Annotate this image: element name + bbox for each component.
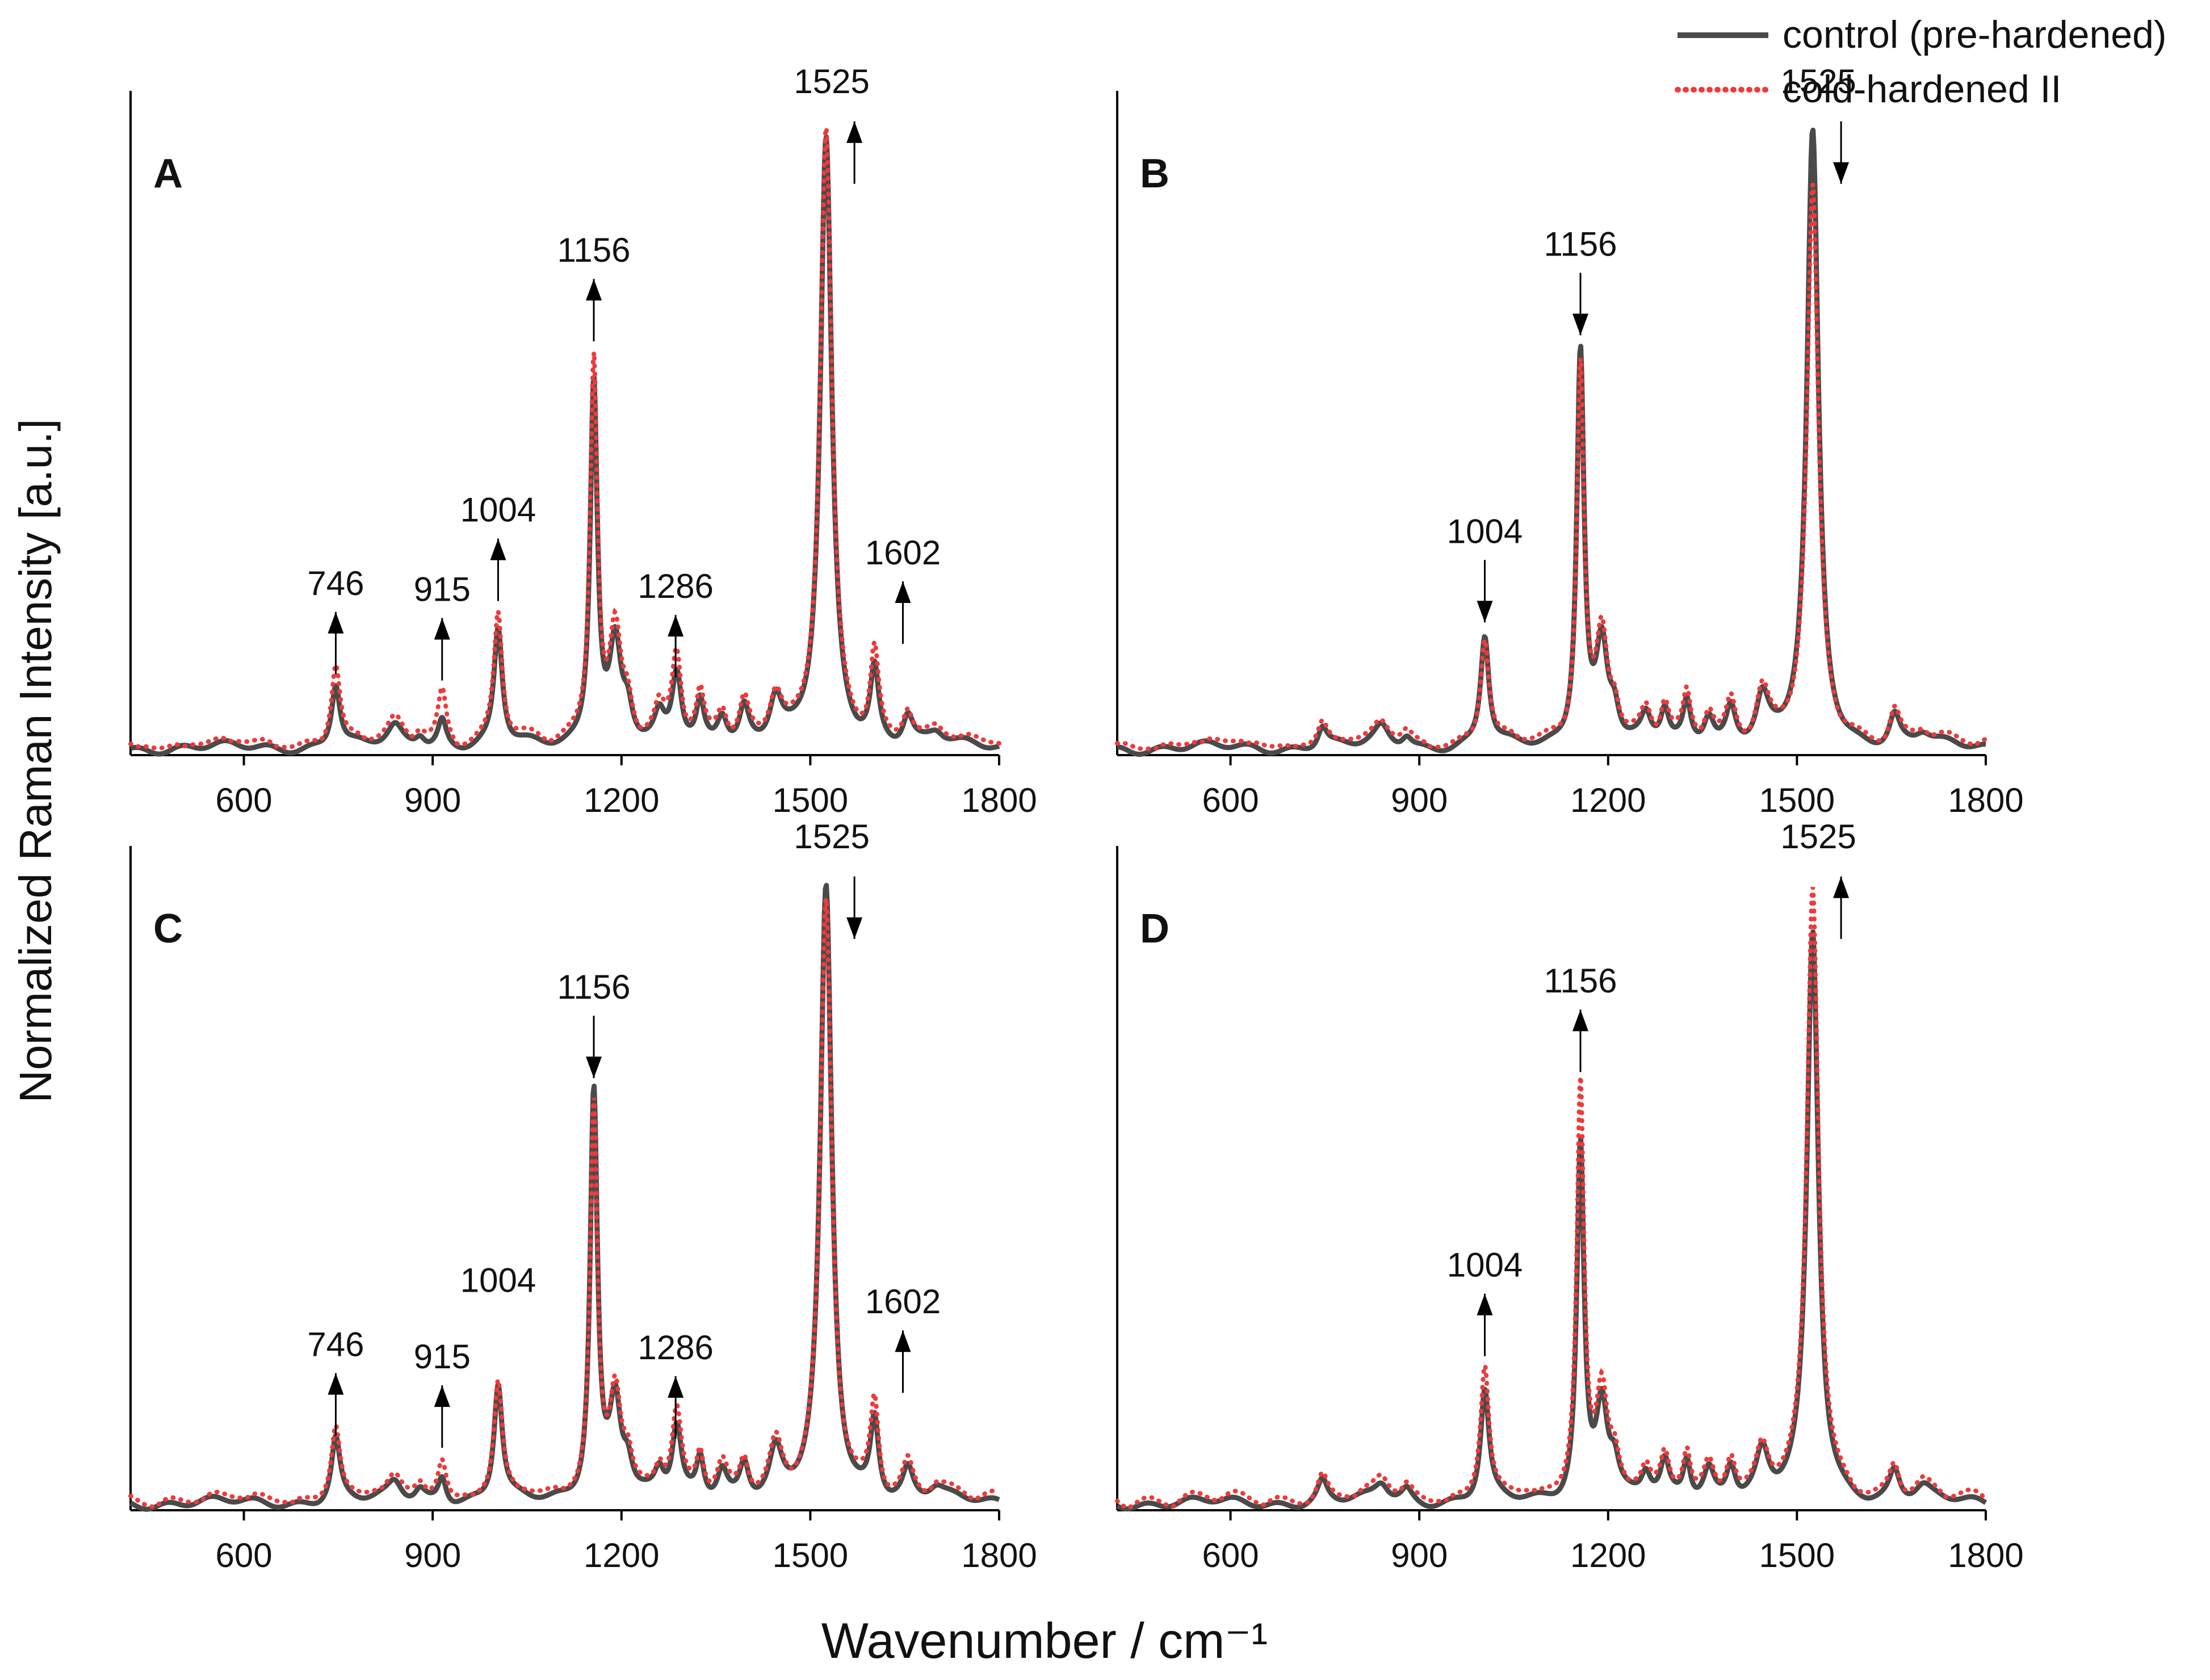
peak-label: 1004 (1447, 512, 1523, 550)
panel-letter: C (153, 906, 183, 952)
x-tick-label: 1200 (1570, 781, 1646, 819)
trend-arrow-head-down (846, 917, 863, 939)
peak-label: 915 (414, 1338, 471, 1376)
x-tick-label: 1800 (1948, 781, 2023, 819)
series-cold-line (1115, 886, 1988, 1511)
series-control-line (1116, 127, 1987, 757)
peak-label: 1004 (1447, 1246, 1523, 1284)
peak-label: 1004 (460, 491, 536, 529)
peak-label: 746 (307, 1326, 364, 1364)
legend-control-label: control (pre-hardened) (1783, 13, 2167, 56)
peak-label: 1525 (1780, 62, 1856, 100)
trend-arrow-head-down (1477, 601, 1493, 623)
x-tick-label: 900 (404, 781, 461, 819)
series-control-line (129, 135, 1001, 757)
x-tick-label: 1200 (584, 1536, 659, 1574)
x-tick-label: 600 (216, 781, 272, 819)
trend-arrow-head-up (328, 1373, 344, 1395)
peak-label: 1525 (1780, 818, 1856, 856)
trend-arrow-head-up (1833, 876, 1850, 898)
trend-arrow-head-up (668, 615, 684, 637)
panel-b: B 600 900 1200 1500 1800 1004 1156 1525 (1115, 62, 2024, 819)
legend-cold-label: cold-hardened II (1783, 68, 2061, 111)
trend-arrow-head-up (434, 1385, 450, 1407)
peak-label: 1525 (794, 62, 869, 100)
panel-letter: D (1140, 906, 1169, 952)
x-tick-label: 900 (1391, 1536, 1448, 1574)
trend-arrow-head-up (1477, 1293, 1493, 1315)
panel-c: C 600 900 1200 1500 1800 746 915 1004 1156 1286 152… (128, 818, 1037, 1574)
trend-arrow-head-up (490, 538, 506, 560)
trend-arrow-head-up (846, 121, 863, 143)
peak-label: 1004 (460, 1262, 536, 1300)
x-tick-label: 900 (404, 1536, 461, 1574)
trend-arrow-head-up (895, 1330, 911, 1352)
x-tick-label: 1200 (1570, 1536, 1646, 1574)
trend-arrow-head-up (586, 279, 602, 301)
x-tick-label: 1500 (1759, 1536, 1835, 1574)
legend: control (pre-hardened) cold-hardened II (1675, 13, 2167, 111)
trend-arrow-head-up (895, 581, 911, 603)
x-tick-label: 600 (1202, 781, 1259, 819)
series-control-line (1116, 929, 1987, 1512)
x-tick-label: 1500 (1759, 781, 1835, 819)
x-tick-label: 1200 (584, 781, 659, 819)
x-tick-label: 600 (216, 1536, 272, 1574)
trend-arrow-head-down (586, 1056, 602, 1078)
peak-label: 915 (414, 571, 471, 609)
x-tick-label: 1800 (961, 1536, 1037, 1574)
panels: A 600 900 1200 1500 1800 746 915 1004 1156 1286 152… (128, 62, 2024, 1574)
peak-label: 1156 (1544, 225, 1617, 263)
x-tick-label: 1500 (773, 781, 848, 819)
x-tick-label: 1800 (1948, 1536, 2023, 1574)
series-cold-line (128, 127, 1001, 751)
trend-arrow-head-up (1572, 1009, 1588, 1032)
trend-arrow-head-up (434, 618, 450, 640)
x-tick-label: 1800 (961, 781, 1037, 819)
x-tick-label: 900 (1391, 781, 1448, 819)
panel-letter: B (1140, 151, 1169, 196)
panel-a: A 600 900 1200 1500 1800 746 915 1004 1156 1286 152… (128, 62, 1037, 819)
x-tick-label: 1500 (773, 1536, 848, 1574)
series-cold-line (128, 898, 1001, 1509)
peak-label: 1602 (865, 534, 941, 572)
trend-arrow-head-down (1572, 313, 1588, 336)
peak-label: 1602 (865, 1283, 941, 1321)
x-tick-label: 600 (1202, 1536, 1259, 1574)
peak-label: 1156 (1544, 962, 1617, 1000)
peak-label: 746 (307, 564, 364, 602)
trend-arrow-head-up (668, 1376, 684, 1398)
peak-label: 1286 (638, 1329, 713, 1367)
peak-label: 1156 (557, 968, 630, 1006)
peak-label: 1286 (638, 567, 713, 605)
y-axis-label: Normalized Raman Intensity [a.u.] (10, 419, 61, 1103)
peak-label: 1156 (557, 231, 630, 269)
trend-arrow-head-down (1833, 162, 1850, 184)
panel-letter: A (153, 151, 183, 196)
panel-d: D 600 900 1200 1500 1800 1004 1156 1525 (1115, 818, 2024, 1574)
trend-arrow-head-up (328, 611, 344, 634)
x-axis-label: Wavenumber / cm⁻¹ (821, 1612, 1268, 1669)
series-cold-line (1115, 183, 1988, 752)
peak-label: 1525 (794, 818, 869, 856)
